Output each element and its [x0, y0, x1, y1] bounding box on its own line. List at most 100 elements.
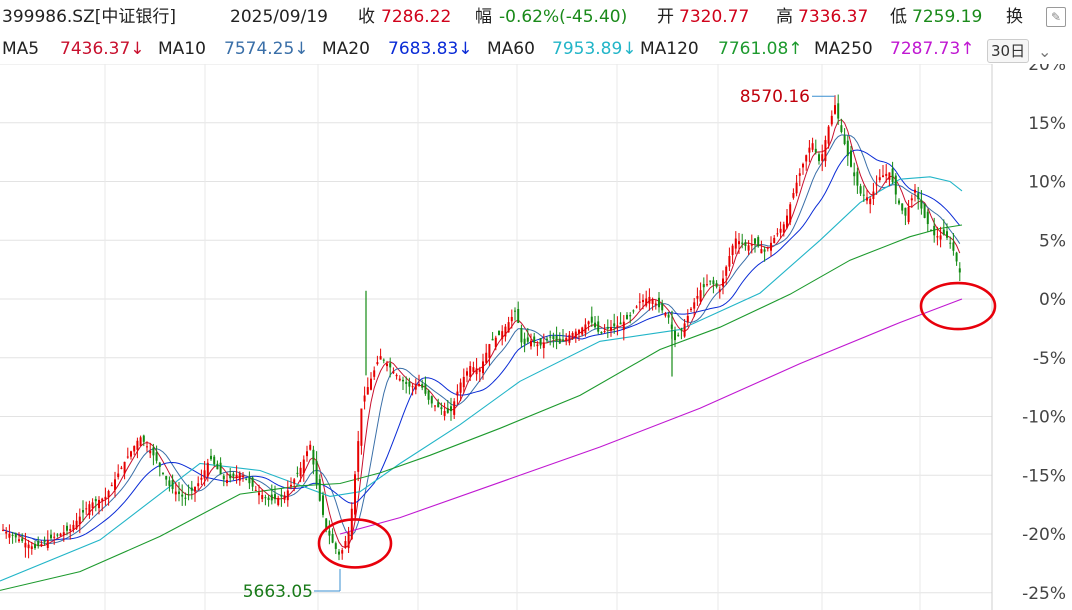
candle-body — [302, 459, 305, 474]
candle-body — [290, 484, 292, 487]
candle-body — [197, 483, 200, 487]
candle-body — [875, 184, 878, 186]
candle-body — [885, 173, 888, 176]
annotations: 8570.16 5663.05 — [243, 87, 997, 602]
change-value: -0.62%(-45.40) — [499, 7, 628, 27]
candles — [2, 94, 961, 561]
candle-body — [446, 408, 449, 413]
candle-body — [658, 297, 660, 308]
candle-body — [568, 334, 571, 343]
candle-body — [939, 235, 942, 240]
high-value: 7336.37 — [798, 7, 869, 27]
circle-highlight — [317, 518, 393, 569]
y-tick-label: -10% — [1022, 408, 1066, 428]
y-tick-label: 10% — [1028, 173, 1066, 193]
y-tick-label: -15% — [1022, 466, 1066, 486]
candle-body — [622, 321, 625, 331]
ma250-value: 7287.73↑ — [890, 39, 975, 59]
candle-body — [434, 405, 436, 407]
candle-body — [120, 467, 123, 469]
candle-body — [456, 391, 459, 396]
candle-body — [645, 298, 648, 306]
candle-body — [690, 308, 692, 310]
candle-body — [536, 344, 539, 347]
candle-body — [130, 451, 132, 457]
candle-body — [328, 530, 331, 536]
candle-body — [802, 163, 804, 168]
candle-body — [718, 289, 721, 292]
candle-body — [824, 140, 827, 162]
candle-body — [245, 478, 248, 480]
candle-body — [411, 386, 414, 388]
low-label: 低 — [890, 7, 907, 27]
candle-body — [942, 229, 945, 235]
candle-body — [594, 322, 596, 328]
candle-body — [315, 460, 318, 485]
candle-body — [542, 342, 545, 349]
candle-body — [421, 384, 424, 388]
candle-body — [75, 520, 78, 529]
candle-body — [40, 544, 43, 546]
high-label: 8570.16 — [740, 87, 810, 107]
candle-body — [142, 435, 145, 442]
candle-body — [834, 105, 836, 114]
candle-body — [606, 326, 609, 329]
candle-body — [206, 462, 209, 477]
candle-body — [664, 313, 667, 316]
candle-body — [24, 542, 27, 548]
open-value: 7320.77 — [679, 7, 750, 27]
candle-body — [869, 198, 872, 205]
period-selector[interactable]: 30日 — [987, 39, 1030, 63]
chevron-down-icon[interactable]: ⌄ — [1038, 42, 1052, 61]
candle-body — [680, 328, 683, 331]
candle-body — [155, 452, 158, 461]
candle-body — [72, 524, 75, 530]
ma250-label: MA250 — [814, 39, 873, 59]
candle-body — [126, 456, 129, 458]
candle-body — [299, 467, 302, 477]
candle-body — [309, 444, 312, 450]
candle-body — [811, 143, 814, 150]
candle-body — [488, 344, 491, 358]
candle-body — [469, 366, 472, 378]
candle-body — [370, 378, 372, 390]
candle-body — [814, 148, 817, 153]
y-tick-label: -5% — [1033, 349, 1066, 369]
candle-body — [549, 336, 552, 338]
low-value: 7259.19 — [912, 7, 983, 27]
candle-body — [296, 472, 299, 474]
candle-body — [715, 283, 718, 287]
candle-body — [888, 172, 891, 180]
candle-body — [507, 322, 510, 333]
candle-body — [949, 242, 952, 244]
candle-body — [709, 280, 712, 282]
candle-body — [712, 280, 715, 285]
candle-body — [286, 490, 289, 501]
candle-body — [139, 437, 142, 446]
candle-body — [770, 242, 772, 251]
candle-body — [907, 207, 910, 223]
candle-body — [379, 356, 382, 360]
candle-body — [584, 324, 587, 334]
ma5-label: MA5 — [2, 39, 40, 59]
candle-body — [539, 338, 542, 346]
candle-body — [501, 331, 504, 339]
y-tick-label: 15% — [1028, 114, 1066, 134]
candle-body — [43, 540, 46, 543]
candle-body — [789, 204, 792, 223]
candle-body — [405, 381, 408, 384]
candle-body — [581, 327, 584, 335]
y-tick-label: 0% — [1039, 290, 1066, 310]
edit-icon[interactable]: ✎ — [1046, 7, 1066, 27]
candle-body — [66, 525, 68, 531]
candle-body — [744, 242, 747, 247]
candle-body — [958, 268, 961, 273]
candle-body — [891, 168, 894, 183]
candle-body — [578, 330, 580, 334]
candle-body — [181, 494, 184, 497]
candle-body — [827, 126, 830, 144]
candle-body — [171, 480, 174, 490]
candle-body — [325, 518, 328, 529]
candle-body — [187, 494, 190, 496]
candlestick-chart[interactable]: 20% 15% 10% 5% 0% -5% -10% -15% -20% -25% 8570.16… — [0, 64, 1072, 610]
